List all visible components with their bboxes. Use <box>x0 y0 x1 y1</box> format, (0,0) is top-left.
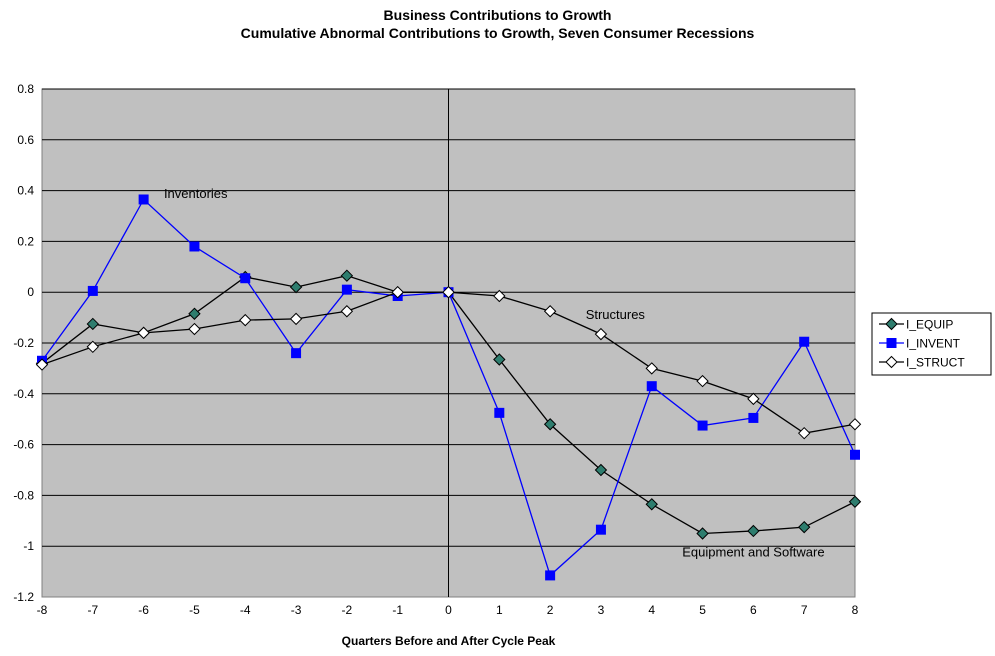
x-tick-label: -7 <box>87 603 98 617</box>
data-point-i-struct <box>137 326 150 340</box>
data-point-i-equip <box>747 524 760 538</box>
axis-ticks: 0.8 0.6 0.4 0.2 0 -0.2 -0.4 -0.6 -0.8 -1 -1.2-8 -7 -… <box>13 82 858 617</box>
data-point-i-invent <box>291 348 302 359</box>
data-point-i-equip <box>340 269 354 282</box>
x-tick-label: 4 <box>648 603 655 617</box>
legend: I_EQUIP I_INVENT I_STRUCT <box>871 312 992 376</box>
legend-label-i-struct: I_STRUCT <box>906 356 965 370</box>
data-point-i-invent <box>240 273 251 284</box>
data-point-i-struct <box>391 285 404 299</box>
data-point-i-struct <box>239 313 252 327</box>
data-point-i-invent <box>545 570 556 581</box>
annotation-label: Inventories <box>164 186 228 201</box>
data-point-i-struct <box>35 358 49 371</box>
data-point-i-invent <box>341 284 352 295</box>
y-tick-label: -0.4 <box>13 387 34 401</box>
data-point-i-equip <box>645 498 658 511</box>
y-tick-label: 0.4 <box>17 184 34 198</box>
x-tick-label: -2 <box>342 603 353 617</box>
data-point-i-equip <box>289 280 303 294</box>
data-point-i-equip <box>848 495 862 508</box>
x-tick-label: 8 <box>852 603 859 617</box>
data-point-i-struct <box>442 285 455 299</box>
x-tick-label: 6 <box>750 603 757 617</box>
y-tick-label: 0.2 <box>17 234 34 248</box>
data-point-i-struct <box>289 312 303 326</box>
series-group <box>35 194 862 581</box>
x-tick-label: 3 <box>598 603 605 617</box>
data-point-i-struct <box>188 322 201 336</box>
data-point-i-struct <box>493 289 506 303</box>
data-point-i-struct <box>543 305 557 318</box>
x-tick-label: 1 <box>496 603 503 617</box>
chart-title: Business Contributions to Growth <box>383 7 612 23</box>
data-point-i-invent <box>189 241 200 252</box>
data-point-i-equip <box>594 463 608 477</box>
data-point-i-invent <box>799 336 810 347</box>
x-tick-label: -1 <box>392 603 403 617</box>
chart-subtitle: Cumulative Abnormal Contributions to Gro… <box>240 25 755 41</box>
data-point-i-equip <box>493 353 506 366</box>
y-tick-label: -1 <box>23 539 34 553</box>
y-tick-label: 0.6 <box>17 133 34 147</box>
legend-label-i-invent: I_INVENT <box>906 337 961 351</box>
x-tick-label: -8 <box>37 603 48 617</box>
data-point-i-equip <box>86 317 100 331</box>
legend-marker-i-struct <box>885 355 898 369</box>
data-point-i-equip <box>543 418 557 431</box>
x-axis-title: Quarters Before and After Cycle Peak <box>342 634 556 648</box>
x-tick-label: 0 <box>445 603 452 617</box>
legend-label-i-equip: I_EQUIP <box>906 318 953 332</box>
x-tick-label: -5 <box>189 603 200 617</box>
annotations: Inventories Structures Equipment and Softw… <box>164 186 825 559</box>
y-tick-label: -1.2 <box>13 590 34 604</box>
x-tick-label: -4 <box>240 603 251 617</box>
data-point-i-struct <box>797 426 811 440</box>
y-tick-label: -0.8 <box>13 488 34 502</box>
data-point-i-invent <box>646 381 657 392</box>
annotation-label: Structures <box>586 307 646 322</box>
data-point-i-equip <box>188 307 201 320</box>
annotation-label: Equipment and Software <box>682 544 824 559</box>
series-i-struct <box>35 285 862 440</box>
data-point-i-struct <box>86 340 100 354</box>
data-point-i-invent <box>138 194 149 205</box>
chart-title-block: Business Contributions to Growth Cumulat… <box>0 6 995 42</box>
data-point-i-struct <box>594 327 608 341</box>
legend-marker-i-equip <box>885 317 898 331</box>
data-point-i-invent <box>494 407 505 418</box>
y-tick-label: 0.8 <box>17 82 34 96</box>
data-point-i-struct <box>645 362 658 375</box>
y-tick-label: -0.2 <box>13 336 34 350</box>
legend-marker-i-invent <box>886 338 897 348</box>
data-point-i-invent <box>697 420 708 431</box>
x-tick-label: 2 <box>547 603 554 617</box>
data-point-i-invent <box>87 285 98 296</box>
x-tick-label: -3 <box>291 603 302 617</box>
x-tick-label: 5 <box>699 603 706 617</box>
y-tick-label: 0 <box>27 285 34 299</box>
data-point-i-invent <box>850 449 860 460</box>
data-point-i-struct <box>848 418 862 431</box>
data-point-i-struct <box>340 305 354 318</box>
x-tick-label: -6 <box>138 603 149 617</box>
data-point-i-invent <box>748 412 759 423</box>
data-point-i-equip <box>797 520 811 534</box>
data-point-i-struct <box>747 392 760 406</box>
x-tick-label: 7 <box>801 603 808 617</box>
data-point-i-struct <box>696 374 709 388</box>
y-tick-label: -0.6 <box>13 438 34 452</box>
data-point-i-invent <box>595 524 606 535</box>
data-point-i-equip <box>696 527 709 540</box>
